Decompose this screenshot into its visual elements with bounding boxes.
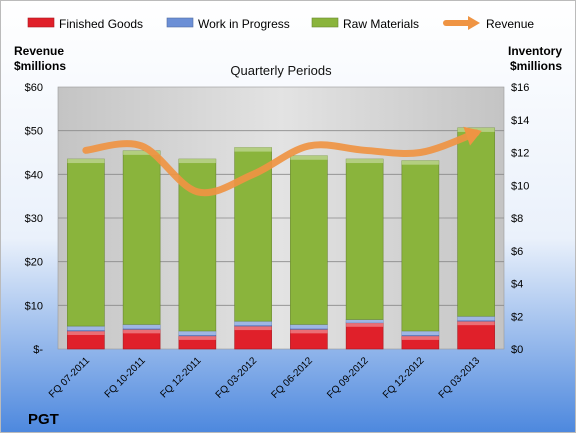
bar-segment-top-face: [234, 321, 272, 326]
bar-segment-top-face: [234, 147, 272, 152]
bar-segment-top-face: [67, 159, 105, 164]
legend-swatch-finished-goods: [27, 17, 55, 28]
bar-segment-top-face: [346, 319, 384, 323]
legend: Finished Goods Work in Progress Raw Materi…: [27, 16, 534, 31]
left-tick-label: $40: [25, 169, 43, 181]
bar-segment-top-face: [123, 329, 161, 334]
bars: [67, 127, 495, 350]
bar-segment-top-face: [290, 155, 328, 160]
right-tick-label: $8: [511, 213, 523, 225]
bar-segment-top-face: [67, 326, 105, 331]
legend-label: Work in Progress: [198, 17, 290, 31]
bar-segment-top-face: [178, 159, 216, 164]
left-tick-label: $60: [25, 82, 43, 94]
left-axis-title-line-1: Revenue: [14, 44, 64, 58]
bar-segment-raw-materials: [457, 127, 495, 317]
bar-segment-top-face: [457, 316, 495, 321]
bar-segment-raw-materials: [401, 160, 440, 332]
company-name: PGT: [28, 411, 59, 428]
bar-segment-top-face: [123, 324, 161, 329]
bar-segment-top-face: [178, 335, 216, 340]
right-axis-title-line-2: $millions: [510, 59, 562, 73]
right-tick-label: $4: [511, 279, 523, 291]
left-axis-ticks: $- $10 $20 $30 $40 $50 $60: [25, 82, 44, 356]
legend-swatch-arrowhead: [468, 16, 480, 30]
bar-segment-top-face: [290, 329, 328, 334]
bar-segment-finished-goods: [457, 320, 495, 350]
legend-swatch-work-in-progress: [166, 17, 194, 28]
left-axis-title: Revenue $millions: [14, 44, 66, 73]
left-tick-label: $30: [25, 213, 43, 225]
bar-segment-top-face: [67, 330, 105, 335]
legend-label: Raw Materials: [343, 17, 419, 31]
bar-segment-top-face: [234, 326, 272, 331]
bar-segment-top-face: [290, 324, 328, 329]
right-tick-label: $0: [511, 344, 523, 356]
revenue-line-path: [82, 129, 480, 197]
bar-segment-raw-materials: [122, 150, 161, 325]
left-tick-label: $20: [25, 257, 43, 269]
right-tick-label: $14: [511, 115, 529, 127]
bar-segment-raw-materials: [345, 158, 384, 320]
left-axis-title-line-2: $millions: [14, 59, 66, 73]
legend-label: Finished Goods: [59, 17, 143, 31]
bar-segment-top-face: [401, 160, 439, 165]
bar-segment-top-face: [457, 321, 495, 326]
bar-segment-top-face: [346, 159, 384, 164]
bar-segment-top-face: [401, 335, 439, 340]
left-tick-label: $-: [33, 344, 43, 356]
bar-segment-top-face: [123, 150, 161, 155]
right-tick-label: $12: [511, 148, 529, 160]
right-axis-title: Inventory $millions: [508, 44, 562, 73]
right-axis-title-line-1: Inventory: [508, 44, 562, 58]
bar-segment-top-face: [346, 322, 384, 327]
left-tick-label: $10: [25, 300, 43, 312]
right-tick-label: $2: [511, 311, 523, 323]
bar-segment-finished-goods: [345, 322, 384, 350]
revenue-line: [82, 126, 482, 197]
right-tick-label: $10: [511, 180, 529, 192]
bar-segment-top-face: [401, 330, 439, 335]
bar-segment-raw-materials: [290, 155, 328, 325]
left-tick-label: $50: [25, 126, 43, 138]
legend-label: Revenue: [486, 17, 534, 31]
bar-segment-top-face: [178, 330, 216, 335]
right-axis-ticks: $0 $2 $4 $6 $8 $10 $12 $14 $16: [511, 82, 529, 356]
right-tick-label: $6: [511, 246, 523, 258]
revenue-line-arrowhead: [463, 126, 482, 146]
chart-subtitle: Quarterly Periods: [230, 63, 332, 78]
legend-swatch-raw-materials: [311, 17, 339, 28]
right-tick-label: $16: [511, 82, 529, 94]
bar-segment-raw-materials: [67, 158, 105, 327]
